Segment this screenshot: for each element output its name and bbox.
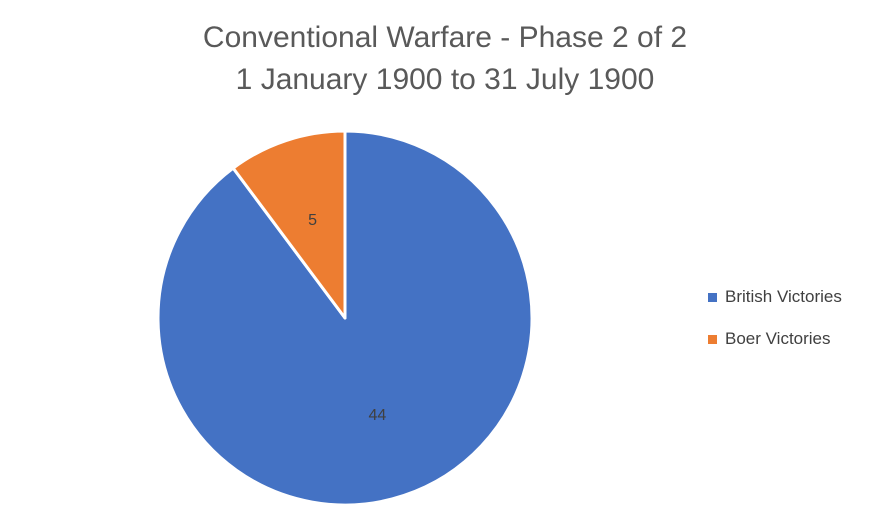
chart-subtitle: 1 January 1900 to 31 July 1900 [235,63,655,96]
legend-label-boer: Boer Victories [725,329,831,348]
legend-item-boer: Boer Victories [708,326,842,352]
legend: British Victories Boer Victories [708,284,842,368]
legend-swatch-boer [708,334,717,344]
legend-label-british: British Victories [725,287,842,306]
legend-item-british: British Victories [708,284,842,310]
data-label-british: 44 [369,407,387,424]
chart-title: Conventional Warfare - Phase 2 of 2 [202,21,688,54]
pie-slice-boer [231,129,347,320]
legend-swatch-british [708,292,717,302]
data-label-boer: 5 [308,212,317,229]
